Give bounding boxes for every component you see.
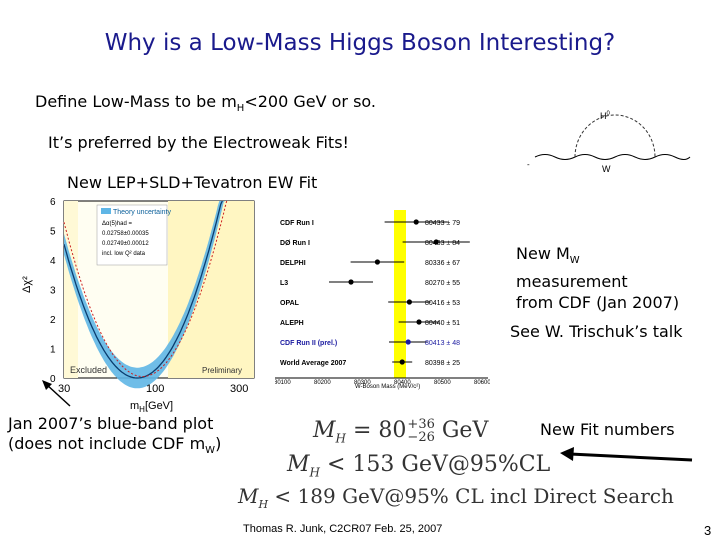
ytick-0: 0: [50, 374, 56, 385]
mw-row: CDF Run I 80433 ± 79: [280, 219, 460, 227]
preferred-line: It’s preferred by the Electroweak Fits!: [48, 133, 349, 152]
measurement-line: measurement: [516, 272, 628, 292]
mw-point: [399, 359, 405, 365]
feynman-diagram: H0 W -: [527, 111, 691, 174]
mw-row-value: 80270 ± 55: [425, 280, 460, 287]
mw-row: World Average 2007 80398 ± 25: [280, 359, 460, 367]
jan-line-1: Jan 2007’s blue-band plot: [8, 414, 214, 433]
mw-row-value: 80483 ± 84: [425, 240, 460, 247]
mw-xlabel: W-Boson Mass (MeV/c²): [355, 384, 420, 390]
formula-mh-direct: MH < 189 GeV@95% CL incl Direct Search: [238, 484, 674, 511]
xtick-100: 100: [146, 383, 164, 395]
mw-xtick: 80300: [354, 380, 371, 386]
mw-row-name: CDF Run II (prel.): [280, 340, 337, 347]
define-text: Define Low-Mass to be m: [35, 92, 237, 111]
blueband-plot: Theory uncertainty Δα(5)had = 0.02758±0.…: [22, 197, 255, 413]
mw-point: [374, 259, 380, 265]
legend-box: [96, 204, 168, 266]
mw-row-name: OPAL: [280, 300, 300, 307]
mw-row-value: 80336 ± 67: [425, 260, 460, 267]
formula-mh-fit: MH = 80 +36 −26 GeV: [313, 417, 489, 446]
mw-point: [405, 339, 411, 345]
see-talk-line: See W. Trischuk’s talk: [510, 322, 683, 341]
mw-xtick: 80200: [314, 380, 331, 386]
mw-xtick: 80600: [474, 380, 490, 386]
jan-2007-caption: Jan 2007’s blue-band plot (does not incl…: [8, 414, 221, 461]
legend-item-1: 0.02758±0.00035: [102, 231, 149, 237]
legend-item-3: incl. low Q² data: [102, 251, 146, 257]
world-average-band: [394, 210, 406, 378]
mw-xtick: 80500: [434, 380, 451, 386]
mw-point: [413, 219, 419, 225]
mw-row-name: World Average 2007: [280, 360, 346, 367]
mw-point: [406, 299, 412, 305]
blueband-ylabel: Δχ²: [22, 276, 33, 293]
mw-row: DELPHI 80336 ± 67: [280, 259, 460, 267]
mw-row-value: 80416 ± 53: [425, 300, 460, 307]
mw-xtick: 80100: [275, 380, 291, 386]
mw-point: [433, 239, 439, 245]
slide-title: Why is a Low-Mass Higgs Boson Interestin…: [104, 30, 616, 56]
new-fit-arrow: [560, 447, 693, 462]
legend-item-2: 0.02749±0.00012: [102, 241, 149, 247]
xtick-30: 30: [58, 383, 70, 395]
xtick-300: 300: [230, 383, 248, 395]
mw-bg: [275, 210, 490, 380]
chi2-curve: [63, 200, 223, 379]
jan-line-2: (does not include CDF mW): [8, 434, 222, 457]
mw-row-name: DELPHI: [280, 260, 306, 267]
mw-row-name: L3: [280, 280, 288, 287]
excluded-label: Excluded: [70, 365, 107, 375]
mw-row-name: DØ Run I: [280, 240, 310, 247]
pointer-arrow: [42, 380, 71, 407]
define-sub: H: [236, 103, 245, 115]
mw-row-value: 80433 ± 79: [425, 220, 460, 227]
w-label: W: [602, 164, 611, 174]
new-fit-label: New Fit numbers: [540, 420, 675, 439]
mw-row-value: 80440 ± 51: [425, 320, 460, 327]
preliminary-label: Preliminary: [202, 366, 242, 375]
new-mw-annotation: New MW measurement from CDF (Jan 2007): [516, 243, 679, 313]
footer-text: Thomas R. Junk, C2CR07 Feb. 25, 2007: [243, 523, 443, 535]
chi2-curve-alt: [63, 200, 228, 377]
mw-point: [416, 319, 422, 325]
mw-point: [348, 279, 354, 285]
mw-row-name: ALEPH: [280, 320, 304, 327]
legend-swatch: [101, 208, 111, 214]
theory-band: [64, 201, 226, 389]
excluded-high: [168, 201, 254, 378]
ytick-2: 2: [50, 315, 56, 326]
mw-plot: CDF Run I 80433 ± 79 DØ Run I 80483 ± 84 DEL…: [275, 210, 490, 390]
excluded-low: [64, 201, 78, 378]
ytick-5: 5: [50, 227, 56, 238]
from-cdf-line: from CDF (Jan 2007): [516, 293, 680, 313]
ytick-3: 3: [50, 286, 56, 297]
ytick-1: 1: [50, 345, 56, 356]
mw-row: OPAL 80416 ± 53: [280, 299, 460, 307]
mw-row: CDF Run II (prel.) 80413 ± 48: [280, 339, 460, 347]
legend-title: Theory uncertainty: [113, 209, 171, 216]
mw-row-name: CDF Run I: [280, 220, 314, 227]
new-mw-line: New MW: [516, 244, 580, 267]
formula-mh-limit: MH < 153 GeV@95%CL: [287, 452, 551, 480]
ytick-6: 6: [50, 197, 56, 208]
ytick-4: 4: [50, 256, 56, 267]
mw-row: ALEPH 80440 ± 51: [280, 319, 460, 327]
define-text-post: <200 GeV or so.: [244, 92, 376, 111]
h-label: H0: [600, 111, 611, 121]
mw-row: DØ Run I 80483 ± 84: [280, 239, 470, 247]
fit-line: New LEP+SLD+Tevatron EW Fit: [67, 173, 318, 192]
blueband-xlabel: mH[GeV]: [130, 400, 173, 413]
page-number: 3: [704, 523, 712, 538]
mw-row: L3 80270 ± 55: [280, 279, 460, 287]
mw-row-value: 80398 ± 25: [425, 360, 460, 367]
define-line: Define Low-Mass to be mH<200 GeV or so.: [35, 92, 376, 114]
diagram-tick: -: [527, 160, 530, 169]
mw-row-value: 80413 ± 48: [425, 340, 460, 347]
legend-item-0: Δα(5)had =: [102, 221, 132, 227]
mw-xtick: 80400: [394, 380, 411, 386]
